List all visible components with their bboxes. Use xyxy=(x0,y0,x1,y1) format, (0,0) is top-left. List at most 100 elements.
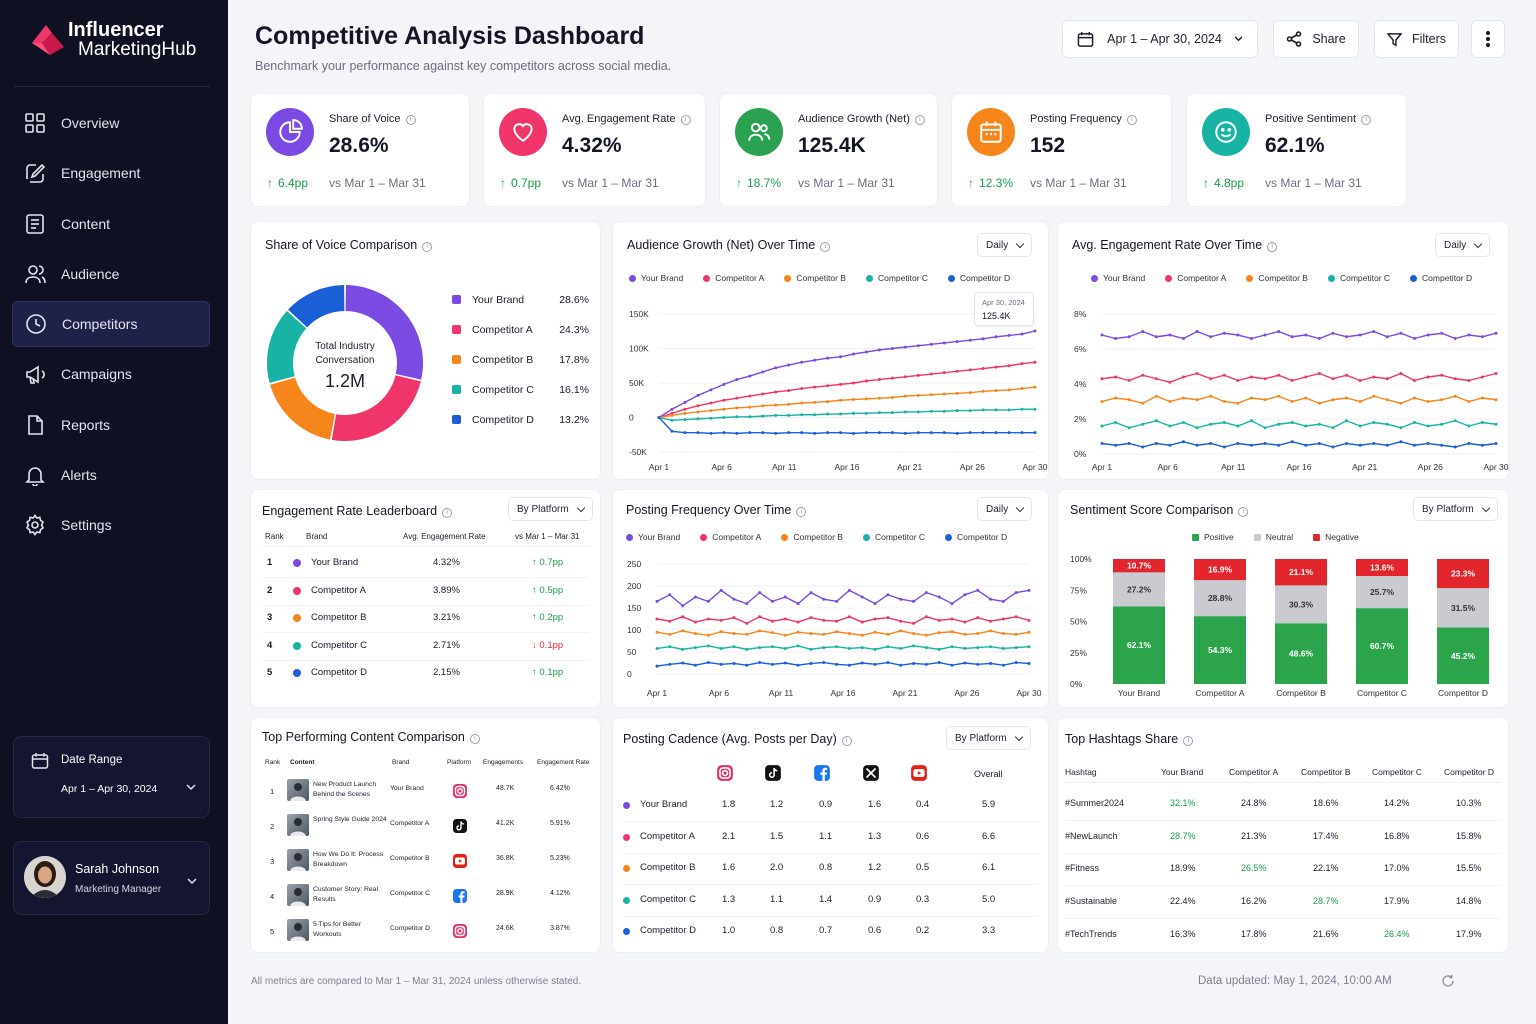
legend-item[interactable]: Neutral xyxy=(1253,532,1293,542)
refresh-icon[interactable] xyxy=(1441,974,1455,988)
chevron-down-icon[interactable] xyxy=(187,878,197,885)
table-row[interactable]: 5 Competitor D 2.15% ↑ 0.1pp xyxy=(251,667,600,687)
sidebar-item-campaigns[interactable]: Campaigns xyxy=(12,351,210,397)
info-icon[interactable]: i xyxy=(1361,115,1372,125)
more-options-button[interactable] xyxy=(1471,20,1505,58)
legend-item[interactable]: Your Brand xyxy=(1091,273,1145,283)
table-row[interactable]: 3 How We Do It: Process Breakdown Competit… xyxy=(251,848,600,876)
donut-slice-your-brand[interactable] xyxy=(345,285,423,380)
bar-negative[interactable] xyxy=(1113,559,1165,573)
donut-slice-competitor-a[interactable] xyxy=(331,375,421,441)
sidebar-item-alerts[interactable]: Alerts xyxy=(12,452,210,498)
legend-item[interactable]: Competitor B xyxy=(1246,273,1308,283)
info-icon[interactable]: i xyxy=(1126,115,1137,125)
legend-item[interactable]: Negative xyxy=(1313,532,1359,542)
table-row[interactable]: 1 Your Brand 4.32% ↑ 0.7pp xyxy=(251,557,600,577)
bar-neutral[interactable] xyxy=(1437,588,1489,628)
user-card[interactable]: Sarah Johnson Marketing Manager xyxy=(13,841,210,915)
legend-item[interactable]: Competitor D xyxy=(948,273,1010,283)
info-icon[interactable]: i xyxy=(1183,736,1194,746)
table-row[interactable]: #Summer2024 32.1% 24.8% 18.6% 14.2% 10.3% xyxy=(1058,798,1508,814)
date-range-card[interactable]: Date Range Apr 1 – Apr 30, 2024 xyxy=(13,736,210,818)
info-icon[interactable]: i xyxy=(469,734,480,744)
legend-item[interactable]: Competitor B xyxy=(784,273,846,283)
granularity-dropdown[interactable]: Daily xyxy=(1435,233,1491,257)
info-icon[interactable]: i xyxy=(841,736,852,746)
date-range-button[interactable]: Apr 1 – Apr 30, 2024 xyxy=(1062,20,1258,58)
platform-dropdown[interactable]: By Platform xyxy=(508,497,593,521)
platform-header-facebook[interactable] xyxy=(813,764,831,787)
logo[interactable]: Influencer MarketingHub xyxy=(30,20,196,60)
legend-item[interactable]: Positive xyxy=(1192,532,1234,542)
table-row[interactable]: #Sustainable 22.4% 16.2% 28.7% 17.9% 14.8% xyxy=(1058,896,1508,912)
platform-dropdown[interactable]: By Platform xyxy=(1413,497,1498,521)
table-row[interactable]: #NewLaunch 28.7% 21.3% 17.4% 16.8% 15.8% xyxy=(1058,831,1508,847)
info-icon[interactable]: i xyxy=(1267,242,1278,252)
table-row[interactable]: 2 Spring Style Guide 2024 Competitor A 41.2… xyxy=(251,813,600,841)
platform-dropdown[interactable]: By Platform xyxy=(946,726,1031,750)
bar-positive[interactable] xyxy=(1113,606,1165,684)
bar-positive[interactable] xyxy=(1275,623,1327,684)
table-row[interactable]: Competitor C 1.3 1.1 1.4 0.9 0.3 5.0 xyxy=(613,894,1048,910)
bar-negative[interactable] xyxy=(1194,559,1246,581)
platform-header-instagram[interactable] xyxy=(716,764,734,787)
table-row[interactable]: Competitor B 1.6 2.0 0.8 1.2 0.5 6.1 xyxy=(613,862,1048,878)
platform-header-x[interactable] xyxy=(862,764,880,787)
granularity-dropdown[interactable]: Daily xyxy=(977,233,1033,257)
sidebar-item-content[interactable]: Content xyxy=(12,201,210,247)
legend-item[interactable]: Competitor A xyxy=(700,532,761,542)
bar-negative[interactable] xyxy=(1356,559,1408,576)
table-row[interactable]: 2 Competitor A 3.89% ↑ 0.5pp xyxy=(251,585,600,605)
info-icon[interactable]: i xyxy=(680,115,691,125)
table-row[interactable]: 4 Competitor C 2.71% ↓ 0.1pp xyxy=(251,640,600,660)
legend-item[interactable]: Competitor C xyxy=(865,273,928,283)
share-button[interactable]: Share xyxy=(1273,20,1359,58)
legend-item[interactable]: Competitor B xyxy=(781,532,843,542)
sidebar-item-reports[interactable]: Reports xyxy=(12,402,210,448)
legend-item[interactable]: Competitor C xyxy=(862,532,925,542)
table-row[interactable]: #Fitness 18.9% 26.5% 22.1% 17.0% 15.5% xyxy=(1058,863,1508,879)
sidebar-item-settings[interactable]: Settings xyxy=(12,502,210,548)
table-row[interactable]: Your Brand 1.8 1.2 0.9 1.6 0.4 5.9 xyxy=(613,799,1048,815)
table-row[interactable]: 1 New Product Launch Behind the Scenes You… xyxy=(251,778,600,806)
info-icon[interactable]: i xyxy=(1238,507,1249,517)
bar-positive[interactable] xyxy=(1437,627,1489,685)
bar-negative[interactable] xyxy=(1275,559,1327,586)
sidebar-item-engagement[interactable]: Engagement xyxy=(12,150,210,196)
bar-neutral[interactable] xyxy=(1194,580,1246,617)
sidebar-item-audience[interactable]: Audience xyxy=(12,251,210,297)
bar-negative[interactable] xyxy=(1437,559,1489,589)
info-icon[interactable]: i xyxy=(405,115,416,125)
info-icon[interactable]: i xyxy=(914,115,925,125)
legend-item[interactable]: Competitor A xyxy=(703,273,764,283)
table-row[interactable]: Competitor D 1.0 0.8 0.7 0.6 0.2 3.3 xyxy=(613,925,1048,941)
legend-item[interactable]: Competitor C xyxy=(1327,273,1390,283)
filters-button[interactable]: Filters xyxy=(1374,20,1459,58)
table-row[interactable]: 5 5 Tips for Better Workouts Competitor D 2… xyxy=(251,918,600,946)
table-row[interactable]: 3 Competitor B 3.21% ↑ 0.2pp xyxy=(251,612,600,632)
donut-slice-competitor-b[interactable] xyxy=(270,377,335,440)
donut-slice-competitor-c[interactable] xyxy=(267,311,307,383)
legend-item[interactable]: Competitor A xyxy=(1165,273,1226,283)
table-row[interactable]: #TechTrends 16.3% 17.8% 21.6% 26.4% 17.9% xyxy=(1058,929,1508,945)
legend-item[interactable]: Your Brand xyxy=(629,273,683,283)
bar-positive[interactable] xyxy=(1356,608,1408,684)
chevron-down-icon[interactable] xyxy=(186,784,196,791)
sidebar-item-overview[interactable]: Overview xyxy=(12,100,210,146)
legend-item[interactable]: Competitor D xyxy=(945,532,1007,542)
platform-header-youtube[interactable] xyxy=(910,764,928,787)
bar-neutral[interactable] xyxy=(1275,585,1327,624)
sidebar-item-competitors[interactable]: Competitors xyxy=(12,301,210,348)
info-icon[interactable]: i xyxy=(442,508,453,518)
donut-slice-competitor-d[interactable] xyxy=(288,285,345,328)
bar-positive[interactable] xyxy=(1194,616,1246,684)
bar-neutral[interactable] xyxy=(1113,572,1165,607)
info-icon[interactable]: i xyxy=(820,242,831,252)
bar-neutral[interactable] xyxy=(1356,576,1408,609)
granularity-dropdown[interactable]: Daily xyxy=(977,497,1033,521)
info-icon[interactable]: i xyxy=(796,507,807,517)
table-row[interactable]: 4 Customer Story: Real Results Competitor … xyxy=(251,883,600,911)
legend-item[interactable]: Your Brand xyxy=(626,532,680,542)
info-icon[interactable]: i xyxy=(422,242,433,252)
legend-item[interactable]: Competitor D xyxy=(1410,273,1472,283)
